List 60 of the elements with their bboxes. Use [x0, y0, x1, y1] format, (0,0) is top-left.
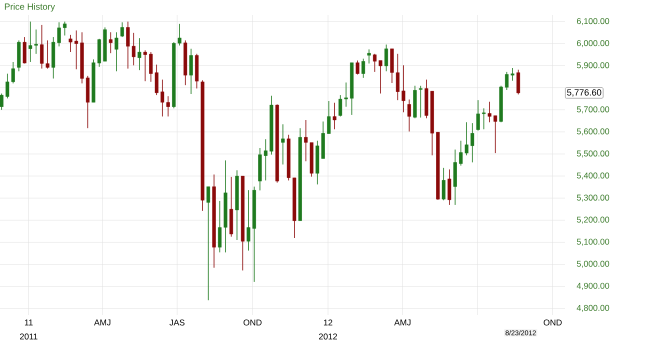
text: 5,776.60 — [567, 89, 602, 97]
y-tick-label: 4,900.00 — [576, 282, 610, 290]
y-tick-label: 6,000.00 — [576, 40, 610, 48]
candlestick — [482, 108, 486, 130]
text: 2011 — [20, 334, 38, 340]
y-tick-label: 5,700.00 — [576, 106, 610, 114]
candlestick — [206, 186, 210, 301]
x-tick-label: OND — [244, 320, 262, 326]
candlestick — [62, 21, 67, 36]
candlestick — [516, 69, 520, 95]
candlestick — [138, 38, 142, 71]
candlestick — [378, 60, 382, 94]
y-tick-label: 5,400.00 — [576, 172, 610, 180]
y-tick-label: 5,300.00 — [576, 194, 610, 202]
candlestick — [488, 101, 492, 123]
candlestick — [218, 200, 222, 253]
y-tick-label: 5,100.00 — [576, 238, 610, 246]
candlestick — [390, 48, 394, 84]
candlestick — [442, 167, 446, 201]
candlestick — [402, 64, 406, 113]
candlestick — [189, 48, 193, 94]
x-tick-label: JAS — [169, 320, 185, 326]
candlestick — [0, 93, 4, 110]
candlestick — [384, 44, 388, 72]
y-tick-label: 5,200.00 — [576, 216, 610, 224]
x-tick-label: AMJ — [394, 320, 410, 326]
candlestick — [120, 22, 124, 38]
candlestick — [372, 53, 377, 72]
candlestick — [114, 32, 118, 72]
y-tick-label: 4,800.00 — [576, 304, 610, 312]
candlestick — [97, 38, 102, 68]
chart-title: Price History — [4, 3, 55, 12]
y-tick-label: 5,500.00 — [576, 150, 610, 158]
y-tick-label: 5,900.00 — [576, 62, 610, 70]
y-tick-label: 5,000.00 — [576, 260, 610, 268]
candlestick — [476, 100, 480, 131]
candlestick — [143, 50, 147, 82]
candlestick — [68, 34, 72, 52]
candlestick — [418, 85, 422, 118]
candlestick — [108, 32, 112, 54]
candlestick — [361, 58, 366, 78]
x-tick-label: 12 — [324, 320, 332, 326]
candlestick — [448, 169, 452, 206]
candlestick — [356, 60, 360, 75]
candlestick — [74, 30, 78, 70]
candlestick — [470, 122, 474, 163]
candlestick — [281, 124, 285, 165]
candlestick — [494, 115, 498, 154]
y-tick-label: 5,600.00 — [576, 128, 610, 136]
x-tick-label: 11 — [24, 320, 33, 326]
text: 2012 — [319, 334, 338, 340]
candlestick — [367, 49, 371, 64]
candlestick — [22, 36, 26, 64]
candlestick — [407, 99, 411, 132]
x-tick-label: OND — [544, 320, 562, 326]
candlestick — [396, 53, 400, 101]
candlestick — [327, 100, 331, 134]
candlestick — [332, 102, 336, 130]
y-tick-label: 6,100.00 — [576, 18, 610, 26]
x-tick-label: AMJ — [94, 320, 110, 326]
